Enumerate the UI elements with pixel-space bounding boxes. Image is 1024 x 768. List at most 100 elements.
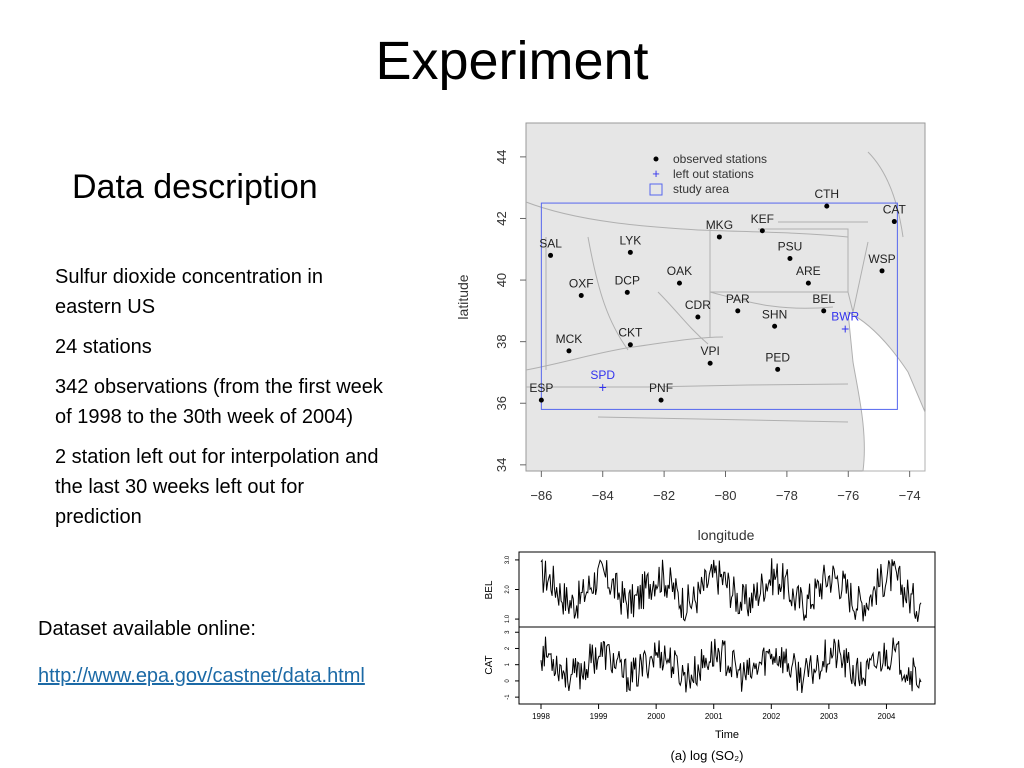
station-point xyxy=(879,268,885,274)
ts-y-axes: 3.0 2.0 1.0 3 2 1 0 -1 xyxy=(505,555,519,700)
left-out-station-point: + xyxy=(599,379,607,395)
station-point xyxy=(548,252,554,258)
station-point xyxy=(821,308,827,314)
station-label: MKG xyxy=(706,218,733,232)
map-y-tick-label: 36 xyxy=(494,396,509,410)
study-area-rect xyxy=(540,202,898,410)
station-point xyxy=(566,348,572,354)
station-point xyxy=(824,203,830,209)
station-markers: SAL LYK MKG KEF CTH CAT PSU WSP OXF DCP OAK ARE PAR C… xyxy=(529,187,907,403)
station-label: BEL xyxy=(812,292,835,306)
station-point xyxy=(627,249,633,255)
station-label: KEF xyxy=(751,212,774,226)
legend-left-out-marker: + xyxy=(652,166,660,181)
map-y-tick-label: 34 xyxy=(494,458,509,472)
station-point xyxy=(627,342,633,348)
left-out-station-label: BWR xyxy=(831,309,859,323)
station-point xyxy=(735,308,741,314)
dataset-text: Dataset available online: xyxy=(38,618,256,640)
station-label: ARE xyxy=(796,264,821,278)
ts-panel-label-bel: BEL xyxy=(484,580,495,599)
legend-observed-marker xyxy=(653,156,659,162)
slide-subtitle: Data description xyxy=(72,168,318,206)
station-point xyxy=(891,219,897,225)
ts-y-tick-label: 1 xyxy=(505,662,511,666)
station-label: CKT xyxy=(618,326,643,340)
map-x-axis: −86 −84 −82 −80 −78 −76 −74 xyxy=(530,471,921,503)
series-line-bel xyxy=(540,558,922,622)
station-label: PSU xyxy=(778,240,803,254)
map-y-tick-label: 42 xyxy=(494,211,509,225)
station-label: OXF xyxy=(569,276,594,290)
station-label: OAK xyxy=(667,264,692,278)
station-point xyxy=(775,366,781,372)
ts-panel-frame xyxy=(518,551,936,705)
bullet-item: 24 stations xyxy=(55,336,152,358)
dataset-link[interactable]: http://www.epa.gov/castnet/data.html xyxy=(38,665,365,687)
map-x-tick-label: −84 xyxy=(592,488,614,503)
ts-y-tick-label: 3 xyxy=(505,630,511,634)
time-series-chart: BEL CAT 3.0 2.0 1.0 3 2 1 0 -1 1998 1999 2000 2001… xyxy=(484,551,936,763)
left-out-station-label: SPD xyxy=(590,368,615,382)
station-label: VPI xyxy=(700,344,719,358)
legend-observed-label: observed stations xyxy=(673,152,767,166)
ts-x-axis: 1998 1999 2000 2001 2002 2003 2004 xyxy=(532,704,896,721)
map-plot-area xyxy=(525,122,926,472)
station-label: CTH xyxy=(814,187,839,201)
station-point xyxy=(787,256,793,262)
station-point xyxy=(772,323,778,329)
map-y-label: latitude xyxy=(455,274,471,319)
station-label: SAL xyxy=(539,236,562,250)
station-map-chart: −86 −84 −82 −80 −78 −76 −74 34 36 38 40 42 44 longi… xyxy=(455,122,926,543)
station-point xyxy=(676,280,682,286)
legend-study-area-label: study area xyxy=(673,182,729,196)
ts-x-label: Time xyxy=(715,729,739,741)
station-point xyxy=(624,289,630,295)
station-point xyxy=(695,314,701,320)
ts-x-tick-label: 2002 xyxy=(762,712,780,721)
series-line-cat xyxy=(540,636,922,694)
ts-panel-label-cat: CAT xyxy=(484,655,495,674)
bullet-item: 2 station left out for interpolation and… xyxy=(55,446,379,528)
station-label: WSP xyxy=(868,252,895,266)
station-label: MCK xyxy=(556,332,583,346)
ts-y-tick-label: 0 xyxy=(505,679,511,683)
station-label: CDR xyxy=(685,298,711,312)
station-point xyxy=(538,397,544,403)
map-legend: observed stations + left out stations st… xyxy=(649,152,767,196)
map-x-tick-label: −86 xyxy=(530,488,552,503)
station-label: CAT xyxy=(883,203,907,217)
ts-y-tick-label: 2 xyxy=(505,646,511,650)
map-x-tick-label: −82 xyxy=(653,488,675,503)
station-label: PNF xyxy=(649,381,673,395)
ts-y-tick-label: 2.0 xyxy=(505,585,511,594)
ts-x-tick-label: 2004 xyxy=(878,712,896,721)
map-x-tick-label: −80 xyxy=(714,488,736,503)
map-y-tick-label: 44 xyxy=(494,150,509,164)
map-x-tick-label: −78 xyxy=(776,488,798,503)
ts-caption: (a) log (SO₂) xyxy=(671,748,744,763)
station-label: ESP xyxy=(529,381,553,395)
state-borders xyxy=(525,151,904,423)
station-point xyxy=(707,360,713,366)
slide-title: Experiment xyxy=(375,31,649,91)
map-y-tick-label: 38 xyxy=(494,334,509,348)
station-point xyxy=(759,228,765,234)
ts-x-tick-label: 1998 xyxy=(532,712,550,721)
bullet-item: Sulfur dioxide concentration in eastern … xyxy=(55,266,323,318)
station-point xyxy=(578,292,584,298)
ts-x-tick-label: 2003 xyxy=(820,712,838,721)
bullet-item: 342 observations (from the first week of… xyxy=(55,376,383,428)
ocean-area xyxy=(847,311,926,472)
ts-y-tick-label: 3.0 xyxy=(505,555,511,564)
ts-x-tick-label: 2001 xyxy=(705,712,723,721)
map-x-tick-label: −76 xyxy=(837,488,859,503)
map-y-axis: 34 36 38 40 42 44 xyxy=(494,150,526,472)
station-point xyxy=(716,234,722,240)
bullet-list: Sulfur dioxide concentration in eastern … xyxy=(55,262,385,542)
left-out-station-point: + xyxy=(841,320,849,336)
station-label: PED xyxy=(765,350,790,364)
station-point xyxy=(658,397,664,403)
station-label: PAR xyxy=(726,292,750,306)
station-point xyxy=(805,280,811,286)
